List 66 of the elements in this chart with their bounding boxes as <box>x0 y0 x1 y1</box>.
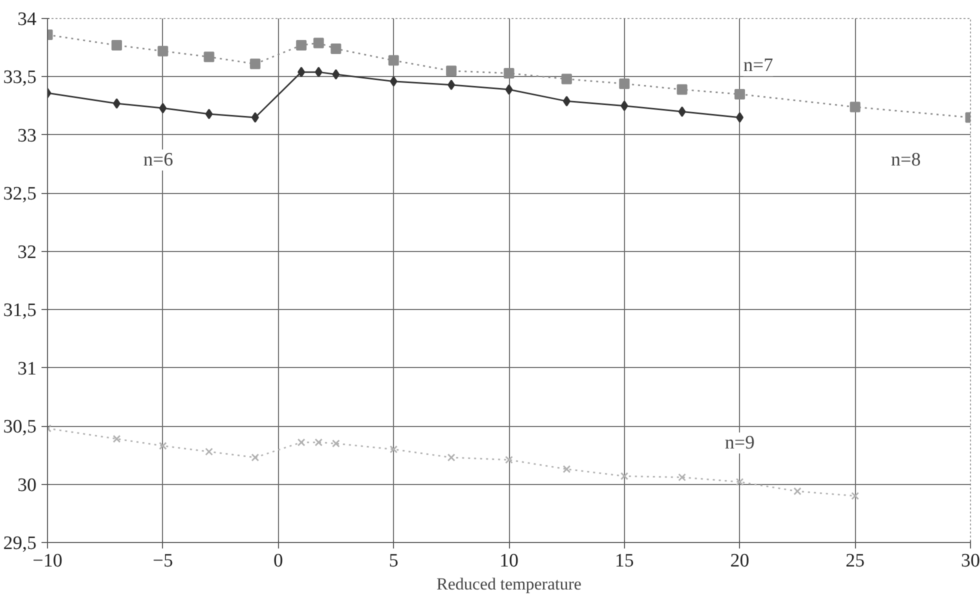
point <box>446 66 457 76</box>
point <box>314 438 323 446</box>
point <box>504 68 514 78</box>
y-tick-label: 34 <box>18 9 37 30</box>
point <box>676 84 688 95</box>
point <box>298 66 306 78</box>
point <box>296 40 307 51</box>
x-tick-label: −5 <box>152 550 173 572</box>
point <box>562 96 570 106</box>
x-tick-label: 0 <box>274 550 283 572</box>
point <box>251 112 259 123</box>
point <box>330 44 342 54</box>
point <box>562 465 571 474</box>
y-tick-label: 32,5 <box>3 184 36 205</box>
point <box>734 88 745 100</box>
point <box>251 454 260 462</box>
x-tick-label: 10 <box>500 550 518 572</box>
x-tick-label: 30 <box>961 550 980 572</box>
y-tick-label: 30,5 <box>3 416 36 438</box>
point <box>205 108 213 120</box>
point <box>112 434 121 443</box>
point <box>505 84 513 95</box>
x-axis-title: Reduced temperature <box>436 574 582 594</box>
annotation: n=9 <box>724 432 755 454</box>
annotation: n=7 <box>743 55 774 76</box>
point <box>678 106 686 117</box>
x-tick-label: 20 <box>730 550 750 572</box>
point <box>159 102 167 114</box>
point <box>561 74 572 84</box>
y-tick-label: 30 <box>18 474 36 496</box>
point <box>332 69 340 80</box>
y-tick-label: 31,5 <box>3 300 36 322</box>
point <box>158 46 168 56</box>
point <box>250 58 260 70</box>
annotation: n=6 <box>143 149 174 170</box>
point <box>204 52 214 62</box>
x-tick-label: 15 <box>614 550 634 572</box>
point <box>619 78 630 89</box>
y-tick-label: 31 <box>18 358 36 380</box>
annotation: n=8 <box>891 149 921 170</box>
point <box>794 487 802 496</box>
point <box>314 66 322 78</box>
point <box>205 448 213 456</box>
y-tick-label: 32 <box>18 242 36 263</box>
point <box>313 38 324 48</box>
point <box>448 80 456 90</box>
point <box>390 445 398 454</box>
point <box>297 438 306 446</box>
point <box>447 454 456 462</box>
point <box>111 40 122 51</box>
point <box>678 473 686 482</box>
x-tick-label: 5 <box>388 550 398 572</box>
point <box>158 442 167 450</box>
y-tick-label: 33,5 <box>3 67 36 88</box>
point <box>332 440 340 448</box>
y-tick-label: 33 <box>18 125 36 146</box>
point <box>505 456 513 464</box>
point <box>620 100 628 112</box>
point <box>388 55 399 66</box>
point <box>736 478 744 486</box>
point <box>850 102 860 112</box>
point <box>851 492 860 500</box>
point <box>390 76 398 87</box>
x-tick-label: 25 <box>846 550 865 572</box>
point <box>112 98 120 109</box>
point <box>620 472 628 480</box>
